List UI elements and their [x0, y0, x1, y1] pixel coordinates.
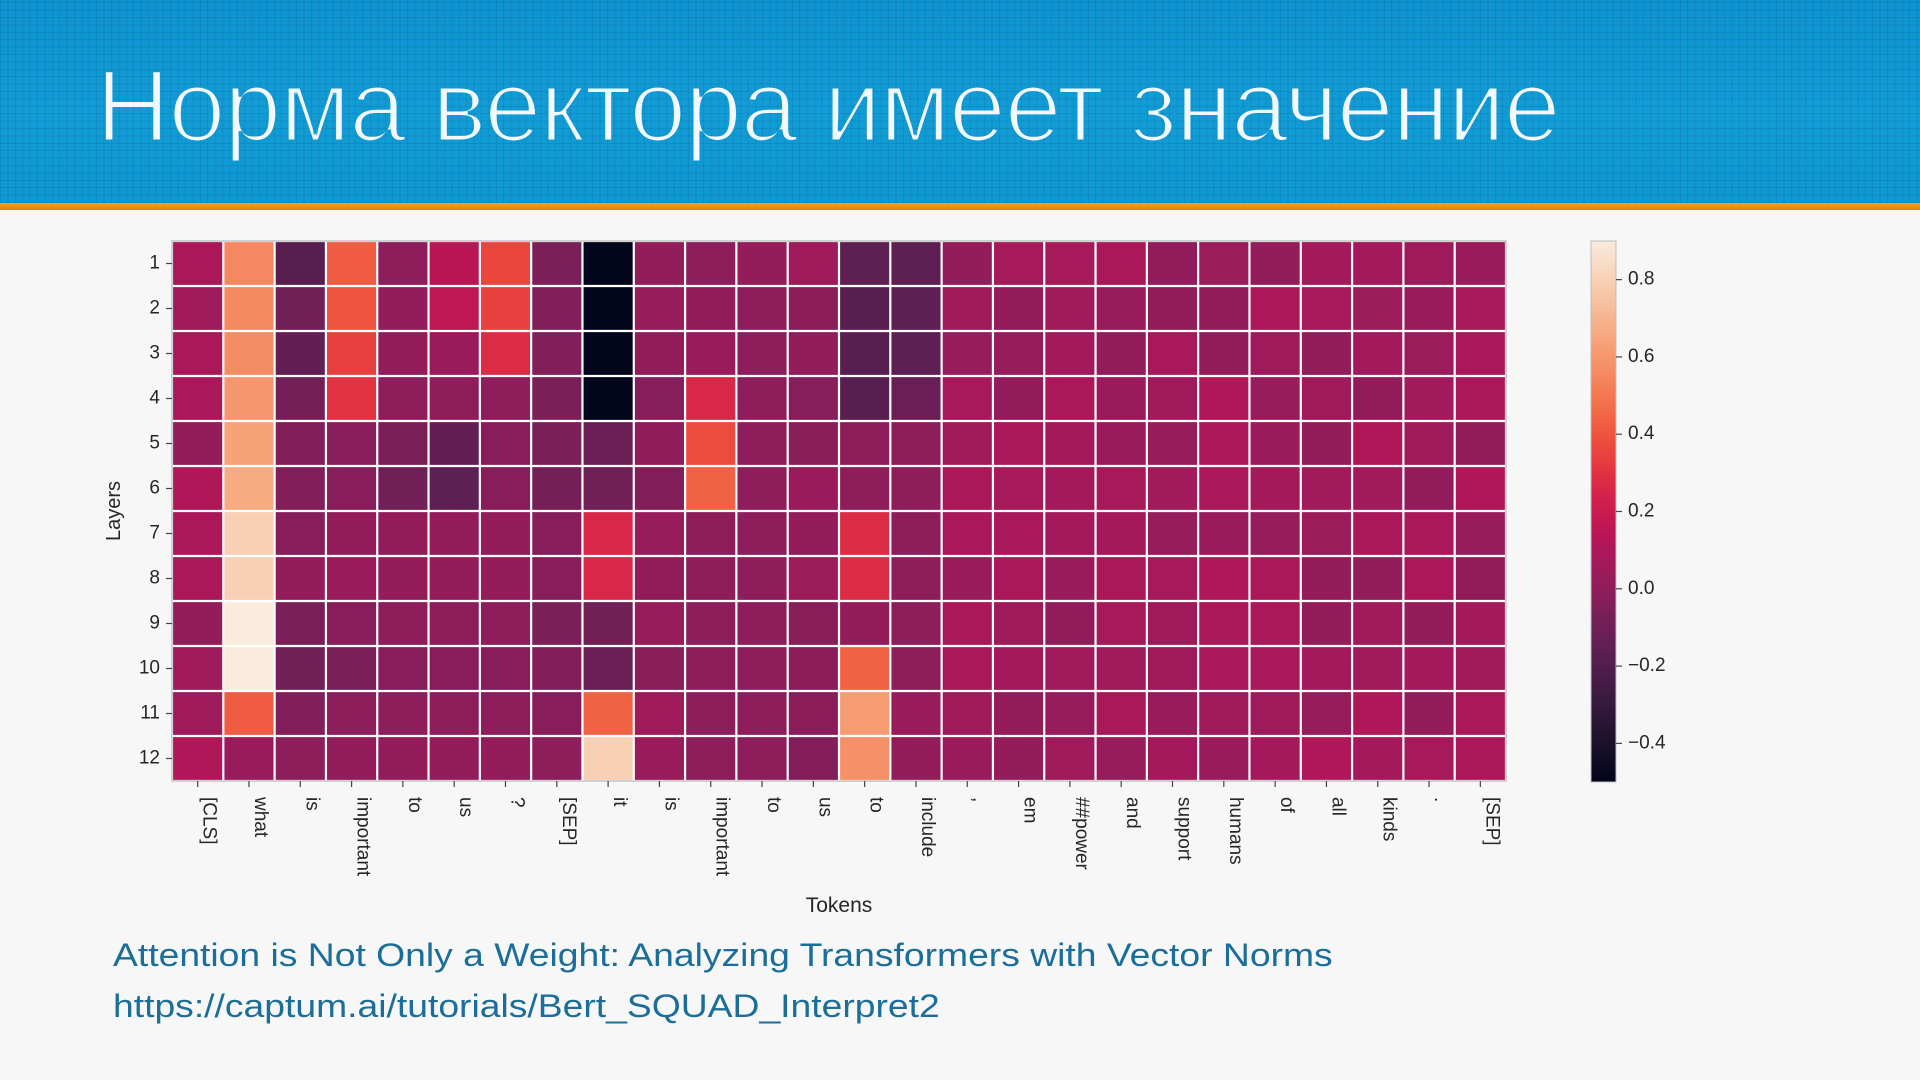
- svg-text:−0.4: −0.4: [1628, 732, 1666, 753]
- svg-text:us: us: [455, 797, 476, 817]
- svg-text:is: is: [301, 797, 322, 811]
- svg-text:and: and: [1122, 797, 1143, 829]
- svg-text:0.2: 0.2: [1628, 501, 1654, 522]
- svg-text:12: 12: [139, 748, 160, 769]
- svg-text:to: to: [866, 797, 887, 813]
- svg-text:is: is: [660, 797, 681, 811]
- svg-text:−0.2: −0.2: [1628, 655, 1666, 676]
- svg-text:[CLS]: [CLS]: [199, 797, 220, 845]
- svg-text:1: 1: [149, 253, 160, 274]
- svg-text:6: 6: [149, 478, 160, 499]
- svg-text:of: of: [1276, 797, 1297, 814]
- svg-text:11: 11: [140, 703, 160, 724]
- svg-text:,: ,: [968, 797, 989, 802]
- svg-text:[SEP]: [SEP]: [558, 797, 579, 846]
- svg-text:0.0: 0.0: [1628, 578, 1654, 599]
- svg-text:Tokens: Tokens: [806, 894, 873, 917]
- svg-text:0.6: 0.6: [1628, 346, 1654, 367]
- svg-text:include: include: [917, 797, 938, 857]
- svg-text:support: support: [1174, 797, 1195, 861]
- svg-text:?: ?: [507, 797, 528, 808]
- svg-text:Layers: Layers: [103, 481, 125, 541]
- svg-text:to: to: [404, 797, 425, 813]
- svg-text:5: 5: [149, 433, 160, 454]
- svg-text:em: em: [1020, 797, 1041, 823]
- svg-text:0.8: 0.8: [1628, 269, 1654, 290]
- svg-text:us: us: [814, 797, 835, 817]
- svg-text:2: 2: [149, 298, 160, 319]
- svg-text:9: 9: [149, 613, 160, 634]
- svg-text:3: 3: [149, 343, 160, 364]
- svg-text:##power: ##power: [1071, 797, 1092, 871]
- svg-text:humans: humans: [1225, 797, 1246, 865]
- svg-text:7: 7: [149, 523, 160, 544]
- svg-text:10: 10: [139, 658, 160, 679]
- svg-text:important: important: [712, 797, 733, 877]
- svg-text:.: .: [1430, 797, 1451, 802]
- svg-text:0.4: 0.4: [1628, 423, 1655, 444]
- svg-text:[SEP]: [SEP]: [1481, 797, 1502, 846]
- svg-text:important: important: [353, 797, 374, 877]
- svg-text:4: 4: [149, 388, 160, 409]
- svg-text:all: all: [1327, 797, 1348, 816]
- svg-text:8: 8: [149, 568, 160, 589]
- svg-text:what: what: [250, 796, 271, 838]
- svg-text:kinds: kinds: [1379, 797, 1400, 841]
- svg-text:it: it: [609, 797, 630, 807]
- svg-text:to: to: [763, 797, 784, 813]
